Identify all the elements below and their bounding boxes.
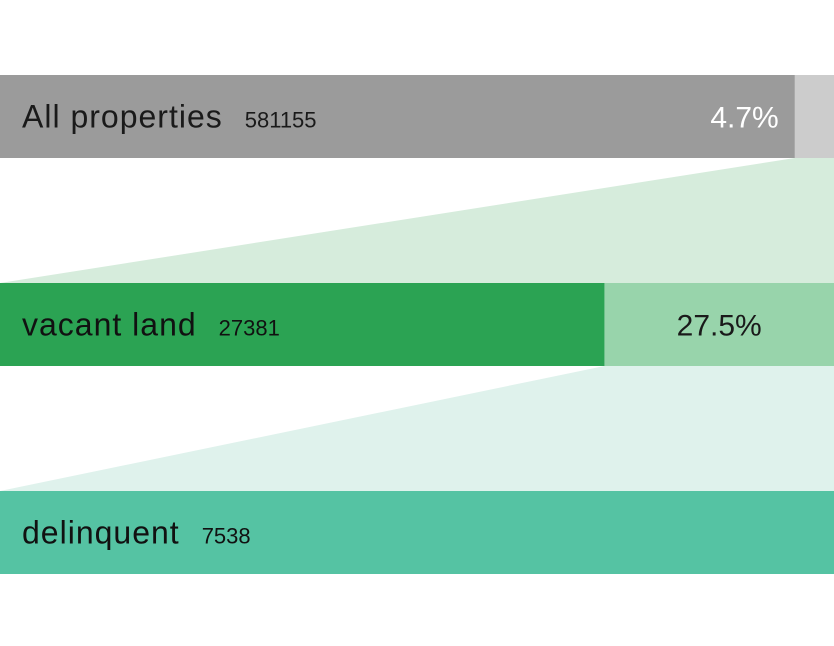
stage-label-vacant-land: vacant land 27381: [22, 307, 280, 343]
stage-label-all-properties: All properties 581155: [22, 99, 317, 135]
percent-label-all-properties: 4.7%: [710, 102, 778, 135]
stage-label-delinquent: delinquent 7538: [22, 515, 251, 551]
connector-all-properties: [0, 158, 834, 283]
percent-label-vacant-land: 27.5%: [677, 310, 762, 343]
funnel-bars: [0, 75, 834, 574]
stage-name: vacant land: [22, 307, 197, 343]
stage-name: delinquent: [22, 515, 180, 551]
bar-segment-all-properties-to-next: [794, 75, 834, 158]
stage-count: 581155: [245, 108, 317, 133]
stage-count: 7538: [202, 524, 251, 549]
funnel-connectors: [0, 158, 834, 491]
bar-segment-vacant-land-to-next: [604, 283, 834, 366]
bar-delinquent: [0, 491, 834, 574]
connector-vacant-land: [0, 366, 834, 491]
funnel-labels: 4.7% All properties 581155 27.5% vacant land…: [22, 99, 779, 551]
stage-name: All properties: [22, 99, 223, 135]
stage-count: 27381: [219, 316, 280, 341]
bar-all-properties: [0, 75, 834, 158]
